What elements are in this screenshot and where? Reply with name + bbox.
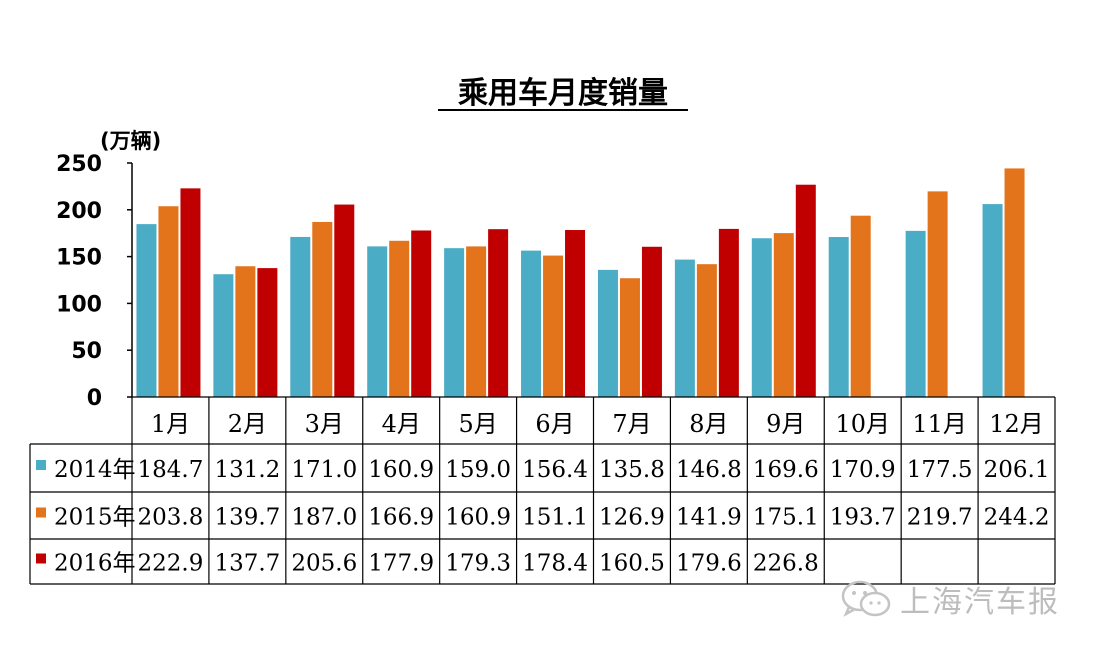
data-cell: 175.1 [753, 505, 819, 531]
y-tick-label: 200 [56, 199, 102, 224]
data-cell: 244.2 [984, 505, 1050, 531]
bar-2015年-5月 [466, 246, 487, 397]
data-cell: 177.9 [368, 551, 434, 577]
watermark-text: 上海汽车报 [900, 585, 1060, 620]
y-axis-unit-label: (万辆) [100, 129, 161, 153]
bar-2016年-9月 [795, 184, 816, 397]
y-tick-label: 250 [56, 152, 102, 177]
category-label: 3月 [305, 410, 344, 438]
bar-2015年-8月 [696, 264, 717, 397]
wechat-icon [841, 580, 891, 617]
data-cell: 222.9 [138, 551, 204, 577]
bar-2016年-5月 [488, 229, 509, 397]
data-cell: 156.4 [522, 457, 588, 483]
data-cell: 187.0 [291, 505, 357, 531]
bar-2016年-1月 [180, 188, 201, 397]
bar-2014年-4月 [367, 246, 388, 397]
data-cell: 170.9 [830, 457, 896, 483]
bar-2016年-7月 [641, 246, 662, 397]
bar-2014年-5月 [444, 248, 465, 397]
bar-2014年-3月 [290, 236, 311, 397]
data-cell: 160.9 [445, 505, 511, 531]
bar-2015年-11月 [927, 191, 948, 397]
category-label: 4月 [382, 410, 421, 438]
data-cell: 126.9 [599, 505, 665, 531]
bar-2015年-10月 [850, 215, 871, 397]
bar-2015年-1月 [158, 206, 179, 397]
y-tick-label: 0 [87, 386, 102, 411]
watermark: 上海汽车报 [840, 574, 1090, 624]
data-cell: 139.7 [214, 505, 280, 531]
bar-2014年-2月 [213, 274, 234, 397]
data-cell: 160.5 [599, 551, 665, 577]
data-cell: 193.7 [830, 505, 896, 531]
bar-2016年-3月 [334, 204, 355, 397]
data-cell: 166.9 [368, 505, 434, 531]
bar-2015年-2月 [235, 266, 256, 397]
data-cell: 219.7 [907, 505, 973, 531]
legend-label: 2015年 [54, 505, 136, 531]
legend-swatch-2014年 [36, 460, 46, 470]
y-tick-label: 100 [56, 292, 102, 317]
data-cell: 151.1 [522, 505, 588, 531]
bar-2015年-9月 [773, 233, 794, 397]
data-cell: 159.0 [445, 457, 511, 483]
category-label: 12月 [989, 410, 1044, 438]
data-cell: 137.7 [214, 551, 280, 577]
bar-2015年-7月 [619, 278, 640, 397]
legend-label: 2014年 [54, 457, 136, 483]
data-cell: 179.3 [445, 551, 511, 577]
bar-2016年-2月 [257, 268, 278, 397]
legend-swatch-2015年 [36, 507, 46, 518]
category-label: 2月 [228, 410, 267, 438]
data-cell: 226.8 [753, 551, 819, 577]
category-label: 8月 [689, 410, 728, 438]
bar-2015年-3月 [312, 221, 333, 397]
bar-2014年-9月 [751, 238, 772, 397]
bar-2015年-12月 [1004, 168, 1025, 397]
data-cell: 179.6 [676, 551, 742, 577]
data-cell: 135.8 [599, 457, 665, 483]
bar-2014年-12月 [982, 204, 1003, 397]
data-cell: 177.5 [907, 457, 973, 483]
bar-2016年-8月 [718, 228, 739, 397]
legend-label: 2016年 [54, 551, 136, 577]
data-cell: 184.7 [138, 457, 204, 483]
data-cell: 146.8 [676, 457, 742, 483]
data-cell: 141.9 [676, 505, 742, 531]
bar-2015年-6月 [543, 255, 564, 397]
data-cell: 178.4 [522, 551, 588, 577]
category-label: 5月 [458, 410, 497, 438]
category-label: 6月 [535, 410, 574, 438]
data-cell: 169.6 [753, 457, 819, 483]
data-cell: 206.1 [984, 457, 1050, 483]
data-cell: 131.2 [214, 457, 280, 483]
legend-swatch-2016年 [36, 553, 46, 564]
bar-2014年-11月 [905, 230, 926, 397]
category-label: 10月 [835, 410, 890, 438]
data-cell: 203.8 [138, 505, 204, 531]
category-label: 7月 [612, 410, 651, 438]
bar-2015年-4月 [389, 240, 410, 397]
category-label: 9月 [766, 410, 805, 438]
bar-2014年-7月 [597, 269, 618, 397]
y-tick-label: 150 [56, 246, 102, 271]
bar-2016年-6月 [565, 230, 586, 397]
bar-2016年-4月 [411, 230, 432, 397]
data-cell: 160.9 [368, 457, 434, 483]
data-cell: 205.6 [291, 551, 357, 577]
category-label: 11月 [912, 410, 967, 438]
data-cell: 171.0 [291, 457, 357, 483]
bar-2014年-6月 [521, 250, 542, 397]
bar-2014年-10月 [828, 237, 849, 397]
chart-title: 乘用车月度销量 [458, 76, 668, 111]
y-tick-label: 50 [71, 339, 102, 364]
bar-2014年-1月 [136, 224, 157, 397]
bar-2014年-8月 [674, 259, 695, 397]
category-label: 1月 [151, 410, 190, 438]
